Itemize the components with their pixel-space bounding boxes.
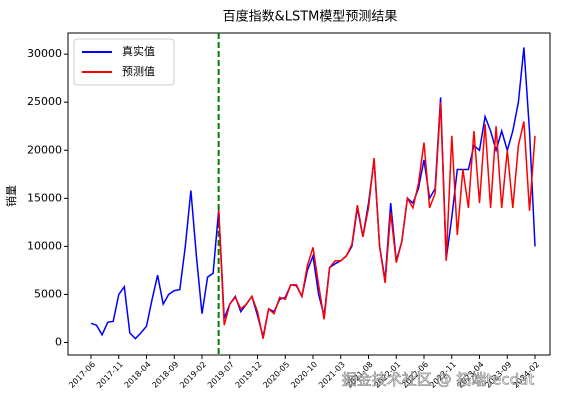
x-tick-label: 2020-05 [261,360,291,390]
y-tick-label: 5000 [34,287,62,300]
y-tick-label: 10000 [27,239,62,252]
x-tick-label: 2017-06 [67,360,97,390]
chart-title: 百度指数&LSTM模型预测结果 [223,9,398,25]
plot-frame [67,32,551,356]
x-tick-label: 2018-04 [123,360,153,390]
legend-label: 预测值 [122,65,155,78]
legend-label: 真实值 [122,44,155,58]
series-line [217,102,536,339]
x-tick-label: 2019-02 [178,360,208,390]
y-tick-label: 30000 [27,47,62,60]
y-tick-label: 15000 [27,191,62,204]
y-tick-label: 0 [55,336,62,349]
x-tick-label: 2020-10 [289,360,319,390]
y-tick-label: 25000 [27,95,62,108]
series-line [90,47,536,340]
y-tick-label: 20000 [27,143,62,156]
x-tick-label: 2019-07 [206,360,236,390]
x-tick-label: 2017-11 [95,360,125,390]
x-tick-label: 2019-12 [234,360,264,390]
y-axis-label: 销量 [4,185,18,207]
watermark: 掘金技术社区 @ 拓端tecdat [342,371,535,389]
x-tick-label: 2018-09 [150,360,180,390]
legend-box [73,38,175,86]
